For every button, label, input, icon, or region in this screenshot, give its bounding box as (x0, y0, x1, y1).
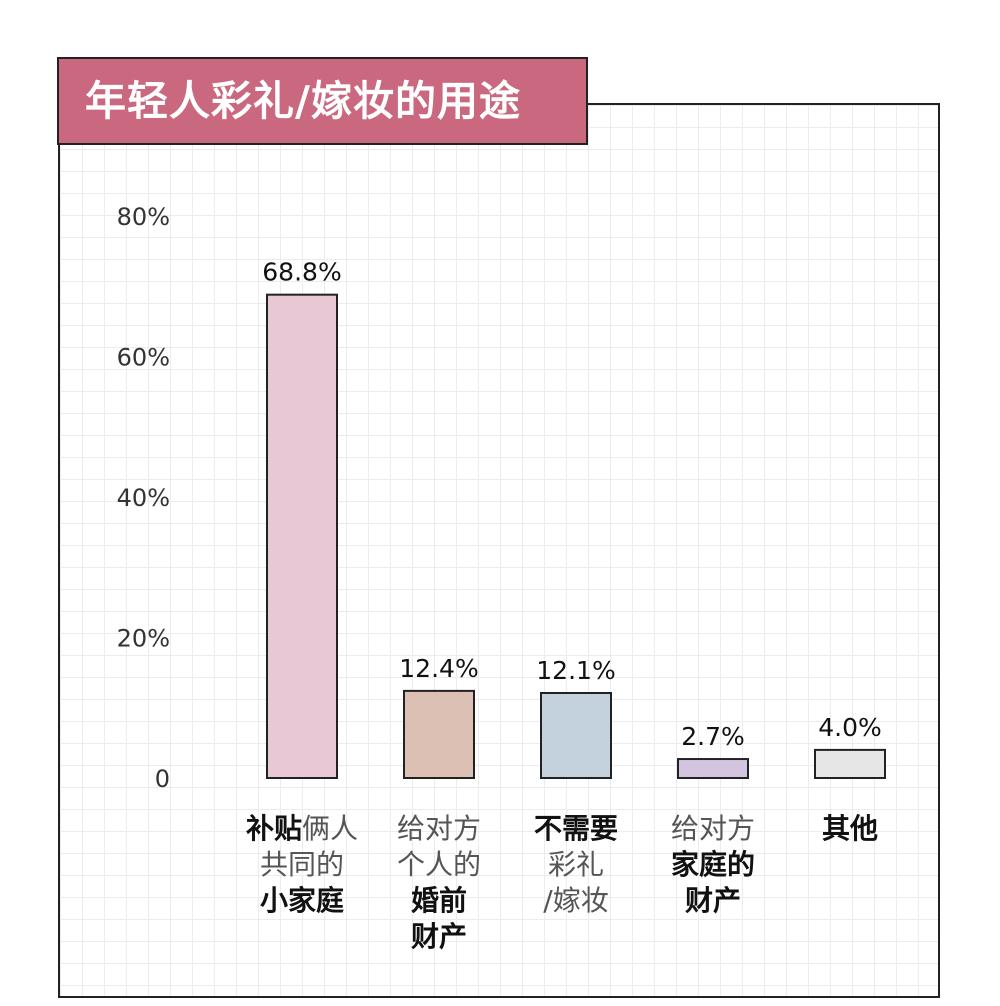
data-label: 4.0% (818, 713, 882, 742)
x-tick-label: 其他 (822, 812, 878, 845)
chart-frame (58, 103, 940, 998)
x-tick-label: 财产 (411, 920, 467, 953)
y-tick-label: 60% (117, 344, 170, 372)
x-tick-label: 财产 (685, 884, 741, 917)
chart-title: 年轻人彩礼/嫁妆的用途 (57, 57, 588, 145)
x-tick-label: 彩礼 (548, 848, 604, 881)
x-tick-label: 共同的 (260, 848, 344, 881)
bar (266, 293, 338, 779)
bar (677, 758, 749, 779)
y-tick-label: 40% (117, 484, 170, 512)
bar (814, 748, 886, 780)
bar (540, 691, 612, 779)
data-label: 2.7% (681, 722, 745, 751)
x-tick-label: 补贴俩人 (246, 812, 358, 845)
x-tick-label: /嫁妆 (543, 884, 608, 917)
x-tick-label: 给对方 (397, 812, 481, 845)
x-tick-label: 不需要 (534, 812, 618, 845)
x-tick-label: 婚前 (411, 884, 467, 917)
y-tick-label: 80% (117, 203, 170, 231)
y-tick-label: 20% (117, 625, 170, 653)
data-label: 12.1% (536, 656, 615, 685)
data-label: 12.4% (399, 654, 478, 683)
x-tick-label: 小家庭 (260, 884, 344, 917)
y-tick-label: 0 (155, 765, 170, 793)
data-label: 68.8% (262, 258, 341, 287)
bar (403, 689, 475, 780)
x-tick-label: 给对方 (671, 812, 755, 845)
x-tick-label: 个人的 (397, 848, 481, 881)
x-tick-label: 家庭的 (671, 848, 755, 881)
